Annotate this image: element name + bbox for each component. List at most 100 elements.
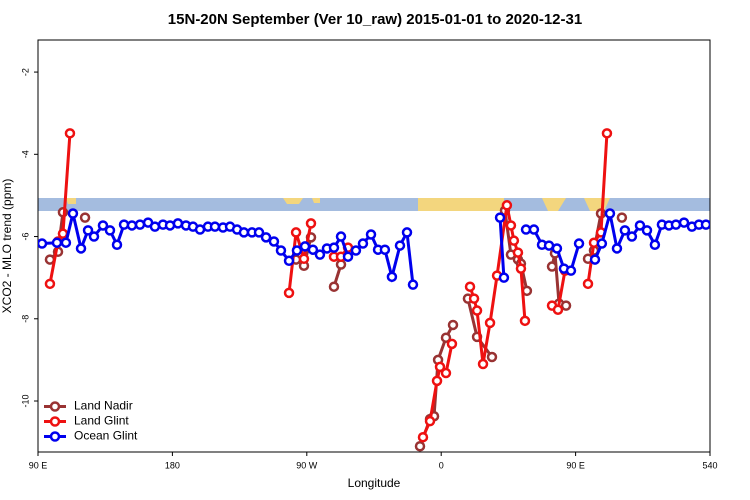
data-point bbox=[434, 361, 446, 373]
data-point bbox=[97, 220, 109, 231]
data-point bbox=[512, 247, 524, 258]
data-point bbox=[464, 281, 476, 292]
data-point bbox=[357, 238, 369, 249]
legend-marker bbox=[49, 431, 61, 442]
legend-label: Ocean Glint bbox=[74, 429, 138, 443]
plot-area bbox=[38, 128, 710, 452]
data-point bbox=[172, 218, 184, 229]
x-tick-label: 90 W bbox=[296, 460, 318, 470]
data-point bbox=[64, 128, 76, 139]
data-point bbox=[342, 251, 354, 262]
data-point bbox=[611, 243, 623, 254]
data-point bbox=[253, 227, 265, 238]
data-point bbox=[335, 231, 347, 242]
data-point bbox=[268, 236, 280, 247]
y-axis-label: XCO2 - MLO trend (ppm) bbox=[0, 179, 14, 314]
data-point bbox=[417, 431, 429, 443]
data-point bbox=[328, 281, 340, 292]
data-point bbox=[486, 351, 498, 363]
data-point bbox=[508, 235, 520, 246]
data-point bbox=[238, 227, 250, 238]
data-point bbox=[505, 220, 517, 231]
data-point bbox=[484, 317, 496, 329]
y-tick-label: -8 bbox=[20, 315, 30, 323]
data-point bbox=[634, 220, 646, 231]
data-point bbox=[498, 272, 510, 283]
data-point bbox=[283, 287, 295, 299]
legend-label: Land Nadir bbox=[74, 399, 133, 413]
data-point bbox=[414, 440, 426, 452]
data-point bbox=[290, 227, 302, 238]
x-tick-label: 540 bbox=[702, 460, 717, 470]
data-point bbox=[678, 217, 690, 228]
data-point bbox=[134, 219, 146, 230]
data-point bbox=[365, 229, 377, 240]
data-point bbox=[51, 237, 63, 248]
data-point bbox=[307, 244, 319, 255]
data-point bbox=[260, 232, 272, 243]
data-point bbox=[126, 220, 138, 231]
data-point bbox=[604, 208, 616, 219]
data-point bbox=[60, 237, 72, 248]
chart-title: 15N-20N September (Ver 10_raw) 2015-01-0… bbox=[168, 11, 582, 28]
x-tick-label: 90 E bbox=[566, 460, 585, 470]
data-point bbox=[407, 279, 419, 290]
data-point bbox=[75, 243, 87, 254]
data-point bbox=[670, 219, 682, 230]
data-point bbox=[386, 271, 398, 283]
x-tick-label: 0 bbox=[439, 460, 444, 470]
data-point bbox=[616, 212, 628, 223]
legend-label: Land Glint bbox=[74, 414, 129, 428]
series-line bbox=[48, 133, 609, 438]
data-point bbox=[305, 218, 317, 229]
data-point bbox=[314, 249, 326, 260]
data-point bbox=[38, 238, 48, 249]
data-point bbox=[494, 212, 506, 223]
data-point bbox=[82, 225, 94, 236]
data-point bbox=[424, 415, 436, 427]
data-point bbox=[649, 239, 661, 251]
data-point bbox=[328, 242, 340, 253]
data-point bbox=[573, 238, 585, 249]
data-point bbox=[468, 293, 480, 304]
data-point bbox=[700, 219, 710, 230]
data-point bbox=[528, 224, 540, 235]
data-point bbox=[582, 278, 594, 290]
legend-marker bbox=[49, 416, 61, 427]
data-point bbox=[57, 228, 69, 239]
y-tick-label: -10 bbox=[20, 395, 30, 408]
y-tick-label: -6 bbox=[20, 233, 30, 241]
data-point bbox=[401, 227, 413, 238]
data-point bbox=[104, 225, 116, 236]
data-point bbox=[515, 263, 527, 274]
data-point bbox=[149, 221, 161, 232]
data-point bbox=[596, 238, 608, 249]
x-axis-label: Longitude bbox=[348, 476, 401, 490]
data-point bbox=[641, 225, 653, 236]
data-point bbox=[67, 208, 79, 219]
data-point bbox=[447, 319, 459, 331]
x-tick-label: 180 bbox=[165, 460, 180, 470]
data-point bbox=[589, 254, 601, 265]
data-point bbox=[440, 332, 452, 343]
legend-marker bbox=[49, 401, 61, 412]
data-point bbox=[111, 239, 123, 251]
data-point bbox=[379, 244, 391, 255]
data-point bbox=[275, 245, 287, 256]
plot-frame bbox=[37, 39, 711, 453]
data-point bbox=[44, 278, 56, 290]
data-point bbox=[619, 225, 631, 236]
data-point bbox=[546, 261, 558, 272]
data-point bbox=[552, 304, 564, 315]
map-strip bbox=[38, 198, 710, 211]
data-point bbox=[283, 255, 295, 267]
data-point bbox=[565, 265, 577, 276]
data-point bbox=[431, 375, 443, 387]
data-point bbox=[350, 245, 362, 256]
data-point bbox=[394, 240, 406, 251]
data-point bbox=[560, 300, 572, 311]
data-point bbox=[440, 367, 452, 379]
data-point bbox=[446, 338, 458, 350]
